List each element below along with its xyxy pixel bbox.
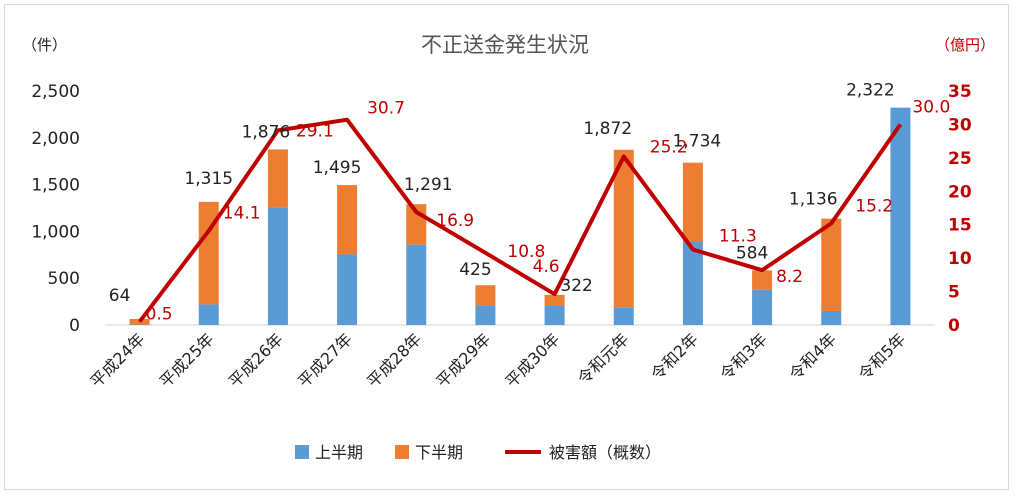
bar-first-half: [267, 207, 288, 325]
total-label: 584: [736, 243, 768, 263]
left-tick-label: 1,500: [31, 176, 80, 196]
amount-label: 10.8: [507, 242, 545, 262]
legend-label: 下半期: [415, 443, 463, 462]
left-tick-label: 0: [69, 316, 80, 336]
category-label: 平成27年: [294, 329, 356, 391]
bar-second-half: [337, 185, 358, 255]
bar-second-half: [129, 319, 150, 325]
amount-label: 8.2: [776, 267, 803, 287]
bar-first-half: [682, 241, 703, 325]
bars: [129, 107, 911, 325]
left-tick-label: 2,000: [31, 129, 80, 149]
category-label: 平成30年: [502, 329, 564, 391]
category-label: 令和5年: [855, 329, 910, 384]
amount-label: 30.7: [367, 99, 405, 119]
total-label: 425: [459, 260, 491, 280]
legend-swatch: [395, 445, 409, 459]
bar-first-half: [544, 305, 565, 325]
bar-first-half: [406, 244, 427, 325]
amount-series-line: [138, 117, 903, 323]
legend-swatch: [295, 445, 309, 459]
bar-first-half: [890, 107, 911, 325]
category-label: 令和元年: [574, 329, 633, 388]
right-tick-label: 0: [948, 316, 960, 336]
bar-first-half: [198, 304, 219, 325]
left-tick-label: 2,500: [31, 82, 80, 102]
chart-title: 不正送金発生状況: [421, 33, 589, 57]
amount-line: [138, 117, 903, 323]
right-tick-label: 20: [948, 182, 972, 202]
right-tick-label: 25: [948, 149, 972, 169]
total-label: 1,315: [184, 169, 233, 189]
bar-second-half: [752, 270, 773, 290]
bar-second-half: [613, 149, 634, 308]
category-label: 平成26年: [225, 329, 287, 391]
total-label: 1,876: [242, 122, 291, 142]
amount-label: 25.2: [650, 138, 688, 158]
category-label: 平成24年: [87, 329, 149, 391]
bar-second-half: [821, 218, 842, 311]
bar-first-half: [337, 254, 358, 325]
right-tick-label: 35: [948, 82, 972, 102]
right-tick-label: 10: [948, 249, 972, 269]
category-label: 平成25年: [156, 329, 218, 391]
total-label: 64: [109, 286, 131, 306]
total-label: 1,136: [789, 190, 838, 210]
left-tick-label: 1,000: [31, 222, 80, 242]
total-label: 2,322: [846, 81, 895, 101]
bar-first-half: [613, 307, 634, 325]
bar-second-half: [544, 294, 565, 306]
bar-second-half: [682, 162, 703, 242]
legend-label: 上半期: [315, 443, 363, 462]
total-label: 1,872: [583, 119, 632, 139]
chart-frame: [4, 4, 1009, 490]
category-label: 平成29年: [432, 329, 494, 391]
total-label: 322: [560, 276, 592, 296]
legend-label: 被害額（概数）: [549, 443, 661, 462]
category-label: 平成28年: [363, 329, 425, 391]
right-tick-label: 15: [948, 216, 972, 236]
right-axis-unit: （億円）: [935, 36, 995, 54]
bar-second-half: [267, 149, 288, 208]
category-label: 令和4年: [785, 329, 840, 384]
bar-second-half: [198, 201, 219, 305]
left-tick-label: 500: [48, 269, 80, 289]
data-labels: 64 0.5 1,315 14.1 1,876 29.1 1,495 30.7 1,291 16.…: [109, 81, 951, 325]
bar-first-half: [475, 305, 496, 325]
total-label: 1,291: [404, 175, 453, 195]
bar-second-half: [475, 285, 496, 306]
bar-first-half: [821, 310, 842, 325]
bar-first-half: [752, 289, 773, 325]
amount-label: 0.5: [146, 305, 173, 325]
total-label: 1,734: [673, 132, 722, 152]
right-tick-label: 5: [948, 283, 960, 303]
amount-label: 4.6: [533, 257, 560, 277]
amount-label: 11.3: [719, 226, 757, 246]
right-tick-label: 30: [948, 115, 972, 135]
amount-label: 15.2: [855, 196, 893, 216]
amount-label: 30.0: [912, 97, 950, 117]
legend: 上半期 下半期 被害額（概数）: [295, 443, 661, 462]
total-label: 1,495: [313, 158, 362, 178]
left-axis-unit: （件）: [22, 36, 67, 54]
category-label: 令和2年: [647, 329, 702, 384]
amount-label: 29.1: [296, 121, 334, 141]
category-label: 令和3年: [716, 329, 771, 384]
amount-label: 14.1: [223, 204, 261, 224]
amount-label: 16.9: [436, 211, 474, 231]
